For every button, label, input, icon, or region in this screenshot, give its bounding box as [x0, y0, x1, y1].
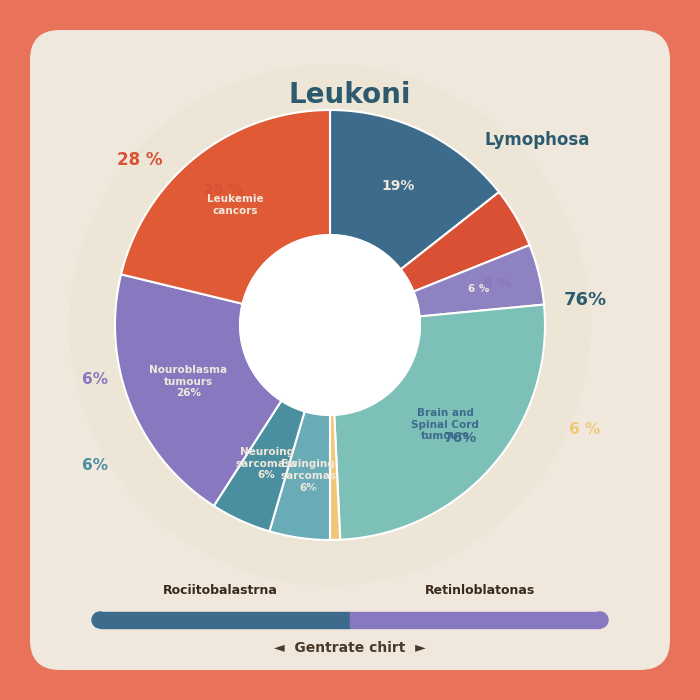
Polygon shape: [400, 192, 530, 292]
Text: 6%: 6%: [82, 372, 108, 388]
Text: 28 %: 28 %: [118, 151, 162, 169]
Text: Leukoni: Leukoni: [288, 81, 412, 109]
Bar: [350, 612, 600, 628]
Text: Ewinging
sarcomas
6%: Ewinging sarcomas 6%: [280, 459, 336, 493]
Text: 76%: 76%: [564, 291, 607, 309]
Text: 6 %: 6 %: [569, 423, 601, 438]
Text: Leukemie
cancors: Leukemie cancors: [207, 195, 264, 216]
Circle shape: [70, 65, 590, 585]
FancyBboxPatch shape: [30, 30, 670, 670]
Circle shape: [240, 235, 420, 415]
Polygon shape: [414, 245, 544, 316]
Polygon shape: [335, 304, 545, 540]
Text: 19%: 19%: [381, 178, 414, 192]
Text: 76%: 76%: [443, 430, 477, 444]
Text: 6 %: 6 %: [468, 284, 489, 294]
Text: 6%: 6%: [82, 458, 108, 472]
Text: Neuroing
sarcomass
6%: Neuroing sarcomass 6%: [236, 447, 298, 480]
Text: Lymophosa: Lymophosa: [485, 131, 590, 149]
Text: ◄  Gentrate chirt  ►: ◄ Gentrate chirt ►: [274, 641, 426, 655]
Text: Nouroblasma
tumours
26%: Nouroblasma tumours 26%: [149, 365, 228, 398]
Polygon shape: [330, 110, 499, 270]
Text: 6 %: 6 %: [291, 488, 320, 502]
Circle shape: [592, 612, 608, 628]
Text: Brain and
Spinal Cord
tumours: Brain and Spinal Cord tumours: [412, 408, 480, 442]
Text: Rociitobalastrna: Rociitobalastrna: [162, 584, 277, 596]
Polygon shape: [115, 274, 281, 506]
Text: Retinloblatonas: Retinloblatonas: [425, 584, 535, 596]
Polygon shape: [214, 400, 304, 531]
Text: 28 %: 28 %: [204, 183, 243, 197]
Circle shape: [92, 612, 108, 628]
Polygon shape: [270, 412, 330, 540]
Polygon shape: [330, 415, 340, 540]
Polygon shape: [121, 110, 330, 304]
Text: 6 %: 6 %: [483, 277, 512, 291]
Bar: [100, 612, 350, 628]
Text: 6%: 6%: [155, 384, 178, 398]
